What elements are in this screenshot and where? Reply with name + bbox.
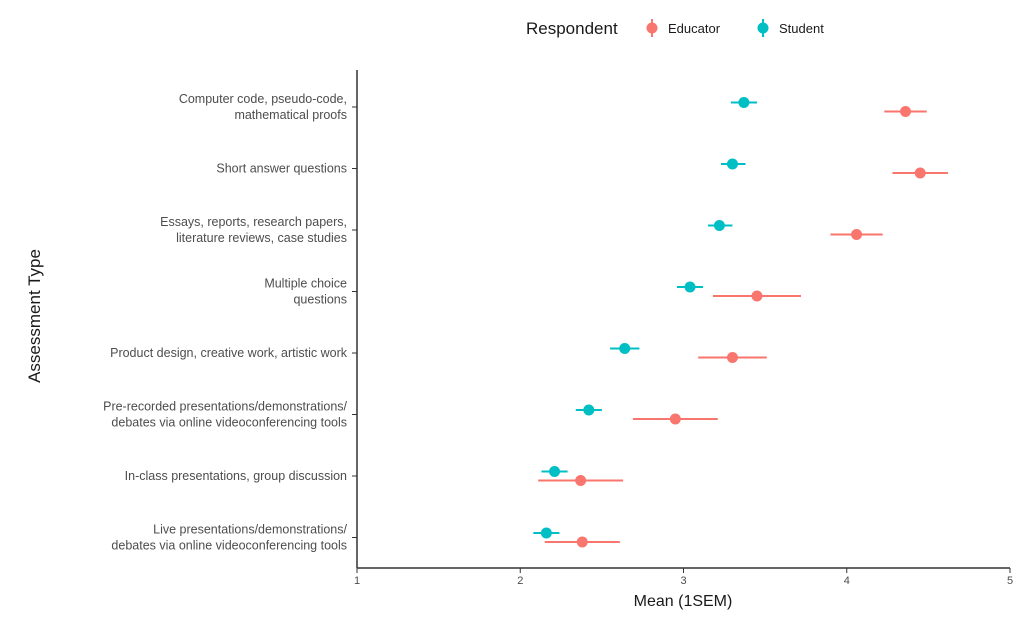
data-point bbox=[914, 167, 926, 179]
y-tick-label: Pre-recorded presentations/demonstration… bbox=[103, 400, 347, 414]
y-tick-label: Multiple choice bbox=[264, 277, 347, 291]
data-point bbox=[576, 536, 588, 548]
legend-key-point bbox=[646, 22, 658, 34]
y-tick-label: Short answer questions bbox=[216, 162, 347, 176]
data-marks bbox=[533, 97, 948, 548]
x-tick-label: 2 bbox=[517, 575, 523, 587]
y-tick-label: In-class presentations, group discussion bbox=[125, 469, 347, 483]
data-point bbox=[751, 290, 763, 302]
data-point bbox=[684, 281, 696, 293]
x-tick-label: 4 bbox=[844, 575, 850, 587]
legend-label: Student bbox=[779, 21, 824, 36]
data-point bbox=[540, 527, 552, 539]
data-point bbox=[726, 158, 738, 170]
x-tick-label: 5 bbox=[1007, 575, 1013, 587]
data-point bbox=[619, 343, 631, 354]
data-point bbox=[900, 106, 912, 117]
legend-label: Educator bbox=[668, 21, 721, 36]
y-tick-label: debates via online videoconferencing too… bbox=[111, 416, 347, 430]
x-ticks: 1 2 3 4 5 bbox=[354, 568, 1013, 587]
x-axis-title: Mean (1SEM) bbox=[634, 593, 733, 610]
y-ticks: Computer code, pseudo-code, mathematical … bbox=[103, 92, 357, 553]
y-tick-label: Computer code, pseudo-code, bbox=[179, 92, 347, 106]
data-point bbox=[726, 352, 738, 363]
legend-title: Respondent bbox=[526, 19, 618, 38]
data-point bbox=[851, 229, 863, 240]
data-point bbox=[738, 97, 750, 108]
series-educator bbox=[538, 106, 948, 548]
y-tick-label: questions bbox=[293, 293, 347, 307]
y-tick-label: Essays, reports, research papers, bbox=[160, 215, 347, 229]
data-point bbox=[583, 404, 595, 416]
legend-item-student: Student bbox=[757, 19, 824, 37]
y-tick-label: debates via online videoconferencing too… bbox=[111, 539, 347, 553]
legend: Respondent Educator Student bbox=[526, 19, 824, 38]
series-student bbox=[533, 97, 757, 539]
data-point bbox=[549, 466, 561, 477]
data-point bbox=[575, 475, 587, 486]
data-point bbox=[669, 413, 681, 425]
x-tick-label: 3 bbox=[680, 575, 686, 587]
legend-item-educator: Educator bbox=[646, 19, 721, 37]
data-point bbox=[713, 220, 725, 231]
y-tick-label: literature reviews, case studies bbox=[176, 231, 347, 245]
x-tick-label: 1 bbox=[354, 575, 360, 587]
y-tick-label: mathematical proofs bbox=[234, 108, 347, 122]
y-tick-label: Product design, creative work, artistic … bbox=[110, 346, 348, 360]
legend-key-point bbox=[757, 22, 769, 34]
y-axis-title: Assessment Type bbox=[25, 249, 44, 383]
y-tick-label: Live presentations/demonstrations/ bbox=[153, 523, 347, 537]
legend-entries: Educator Student bbox=[646, 19, 824, 37]
